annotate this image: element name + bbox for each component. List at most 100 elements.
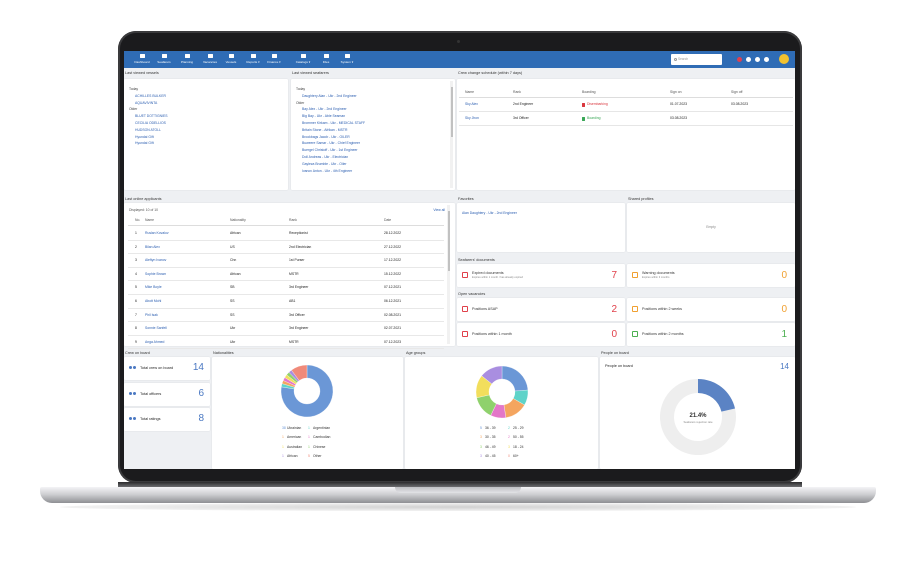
- card-value: 0: [611, 329, 617, 340]
- list-link[interactable]: Bay Alex - Ukr - 2nd Engineer: [302, 107, 347, 112]
- table-cell[interactable]: Sky Jhon: [465, 116, 479, 120]
- table-cell[interactable]: Bilan Alex: [145, 244, 160, 249]
- donut-remainder: [660, 379, 736, 455]
- table-cell: 07.12.2021: [384, 285, 401, 290]
- list-link[interactable]: AQUAVIVINTA: [135, 100, 158, 105]
- people-icon: [129, 417, 132, 420]
- list-link[interactable]: Gayleza Brumble - Ukr - Oiler: [302, 161, 347, 166]
- table-cell[interactable]: Ruslan Kovalov: [145, 231, 169, 235]
- nav-item[interactable]: Files: [316, 52, 336, 67]
- list-link[interactable]: Doll Andreas - Ukr - Electrician: [302, 155, 349, 159]
- list-link[interactable]: ACHILLES BULKER: [135, 93, 166, 98]
- table-cell[interactable]: Aleftyn Ivanov: [145, 258, 167, 263]
- list-link[interactable]: Hyundai Gift: [135, 134, 154, 139]
- list-link[interactable]: Hyundai Gift: [135, 141, 154, 146]
- legend-name: Cambodian: [313, 435, 331, 440]
- card-label: Positions ASAP: [472, 306, 498, 311]
- table-cell: 2nd Electrician: [289, 244, 312, 249]
- list-link[interactable]: Big Bay - Ukr - Able Seaman: [302, 114, 346, 119]
- list-link[interactable]: Brookbags Jacob - Ukr - OILER: [302, 134, 350, 139]
- table-cell[interactable]: Phil Isak: [145, 312, 158, 317]
- nav-item[interactable]: Dashboard: [132, 52, 152, 67]
- table-cell: 3rd Engineer: [289, 285, 309, 290]
- legend-value: 1: [282, 444, 284, 449]
- crew-card: Total ratings 8: [124, 408, 210, 431]
- list-link[interactable]: Britain Stone - Afrikan - MSTR: [302, 127, 348, 132]
- card-label: Warning documents: [642, 271, 675, 275]
- search-box[interactable]: Search: [671, 54, 722, 65]
- legend-name: Argentinian: [313, 426, 331, 430]
- list-link[interactable]: Daughtery Alan - Ukr - 2nd Engineer: [302, 93, 357, 98]
- group-label: Today: [296, 87, 306, 91]
- legend-name: American: [287, 435, 302, 440]
- column-header: Rank: [289, 218, 297, 222]
- nav-icon: [271, 54, 277, 58]
- list-link[interactable]: BLUET DOTTIGNIES: [135, 114, 168, 119]
- nav-label: Reports ▾: [246, 60, 260, 64]
- column-header: No.: [135, 218, 141, 222]
- people-card: People on board 14 21.4% Seafarers rejectio…: [600, 357, 795, 469]
- table-cell: 9: [135, 339, 137, 344]
- section-title: Shared profiles: [628, 197, 654, 201]
- donut-slice: [280, 364, 334, 418]
- group-label: Older: [296, 100, 305, 105]
- legend-name: Chinese: [313, 444, 326, 449]
- table-cell[interactable]: Mike Boyle: [145, 285, 162, 290]
- column-header: Name: [145, 218, 155, 222]
- nav-label: Vessels: [225, 60, 237, 64]
- nav-icon: [250, 54, 256, 58]
- section-title: Open vacancies: [458, 292, 486, 296]
- legend-value: 1: [308, 435, 310, 440]
- card-icon: [462, 306, 468, 312]
- vacancy-card: Positions ASAP 2: [457, 298, 625, 321]
- crew-card: Total officers 6: [124, 383, 210, 406]
- card-icon: [462, 331, 468, 337]
- favorite-link[interactable]: Alan Daughtery - Ukr - 2nd Engineer: [462, 211, 517, 215]
- status-text: Disembarking: [587, 102, 608, 106]
- table-cell[interactable]: Sophie Brown: [145, 271, 167, 276]
- table-cell: 01.07.2023: [670, 102, 687, 106]
- people-icon: [133, 366, 136, 369]
- section-title: People on board: [601, 351, 629, 355]
- table-cell: MSTR: [289, 339, 299, 344]
- table-cell: MSTR: [289, 271, 299, 276]
- group-label: Older: [129, 107, 138, 112]
- table-cell[interactable]: Abott Mohl: [145, 299, 162, 303]
- nav-item[interactable]: Reports ▾: [243, 52, 263, 67]
- table-cell[interactable]: Sonnie Sanfell: [145, 326, 167, 331]
- list-link[interactable]: HUDSON ATOLL: [135, 127, 161, 132]
- nav-item[interactable]: Vessels: [221, 52, 241, 67]
- table-cell: 03.08.2023: [670, 116, 687, 120]
- view-all-link[interactable]: View all: [433, 208, 445, 212]
- list-link[interactable]: Buweere Samar - Ukr - Chief Engineer: [302, 141, 361, 146]
- table-cell: 3rd Officer: [513, 116, 529, 120]
- table-cell: 2: [135, 244, 137, 249]
- table-cell: AB1: [289, 299, 296, 303]
- nav-item[interactable]: Catalogs ▾: [293, 52, 313, 67]
- nav-item[interactable]: Planning: [177, 52, 197, 67]
- list-link[interactable]: Ivanov Anton - Ukr - 4th Engineer: [302, 168, 353, 173]
- card-value: 1: [781, 329, 787, 340]
- column-header: Sign off: [731, 90, 743, 94]
- status-text: Boarding: [587, 116, 601, 120]
- list-link[interactable]: Brommer Kirkam - Ukr - MEDICAL STAFF: [302, 121, 366, 125]
- dashboard-screen: Dashboard Seafarers Planning Vacancies Vesse…: [124, 51, 795, 469]
- nav-item[interactable]: Seafarers: [154, 52, 174, 67]
- table-cell[interactable]: Anga Ahmed: [145, 339, 165, 344]
- nav-item[interactable]: System ▾: [337, 52, 357, 67]
- list-link[interactable]: CECILIA ODELLIOS: [135, 121, 166, 125]
- nav-item[interactable]: Vacancies: [200, 52, 220, 67]
- section-title: Seafarers' documents: [458, 258, 495, 262]
- table-cell: African: [230, 271, 241, 276]
- list-link[interactable]: Buergel Christoff - Ukr - 1st Engineer: [302, 148, 358, 153]
- table-cell[interactable]: Sky Alex: [465, 102, 479, 106]
- legend-name: 18 - 24: [513, 444, 524, 449]
- legend-value: 5: [308, 453, 310, 458]
- column-header: Nationality: [230, 218, 246, 222]
- column-header: Name: [465, 90, 475, 94]
- nav-item[interactable]: Finance ▾: [264, 52, 284, 67]
- nav-icon: [207, 54, 213, 58]
- card-icon: [632, 331, 638, 337]
- legend-value: 3: [480, 435, 482, 440]
